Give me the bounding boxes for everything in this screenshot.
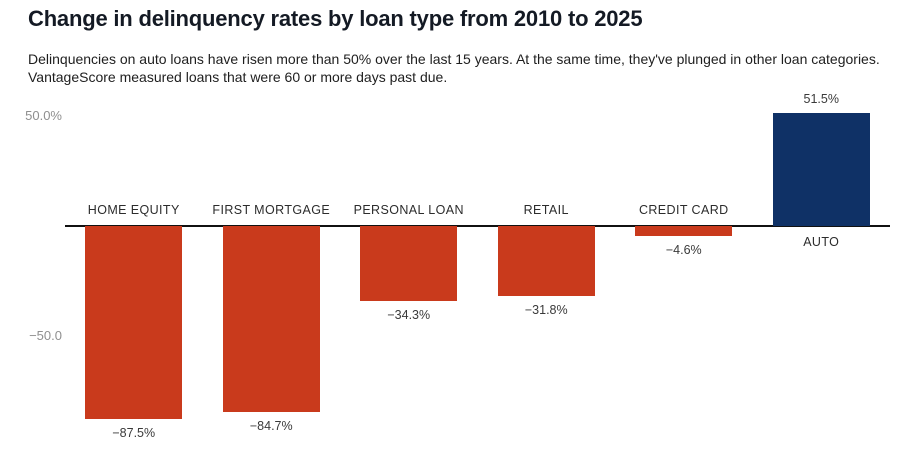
bar-personal-loan: [360, 226, 458, 302]
bar-category-label: HOME EQUITY: [87, 203, 180, 217]
bar-category-label: CREDIT CARD: [638, 203, 729, 217]
zero-axis-line: [65, 225, 890, 227]
bar-auto: [772, 112, 870, 226]
bar-category-label: PERSONAL LOAN: [353, 203, 464, 217]
bar-value-label: −4.6%: [665, 243, 702, 258]
bar-chart: HOME EQUITY −87.5% FIRST MORTGAGE −84.7% PER…: [0, 92, 907, 450]
bar-value-label: −87.5%: [112, 425, 156, 440]
y-axis-tick-label: 50.0%: [25, 108, 62, 123]
bar-first-mortgage: [222, 226, 320, 413]
bar-category-label: AUTO: [803, 235, 840, 249]
bar-category-label: FIRST MORTGAGE: [212, 203, 331, 217]
bar-credit-card: [635, 226, 733, 237]
bar-value-label: −31.8%: [524, 302, 568, 317]
bar-value-label: −34.3%: [387, 308, 431, 323]
y-axis-tick-label: −50.0: [29, 328, 62, 343]
bar-value-label: −84.7%: [249, 419, 293, 434]
chart-subtitle: Delinquencies on auto loans have risen m…: [28, 51, 880, 86]
chart-title: Change in delinquency rates by loan type…: [28, 6, 643, 31]
bar-value-label: 51.5%: [803, 91, 839, 106]
bar-category-label: RETAIL: [523, 203, 569, 217]
bar-home-equity: [85, 226, 183, 419]
bar-retail: [497, 226, 595, 296]
